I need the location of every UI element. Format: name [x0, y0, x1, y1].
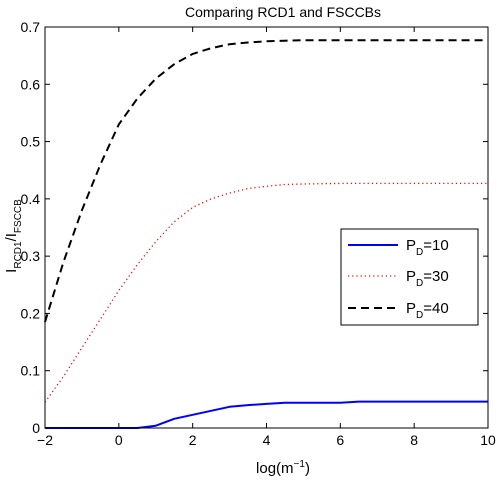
x-tick-label: 0: [115, 432, 123, 448]
chart-title: Comparing RCD1 and FSCCBs: [185, 4, 381, 20]
legend-entry-pd10: PD=10: [406, 237, 449, 258]
y-tick-label: 0.3: [21, 248, 41, 264]
legend-pd40-main: P: [406, 300, 416, 317]
y-tick-label: 0.1: [21, 363, 41, 379]
y-axis-label-s2: FSCCB: [13, 199, 24, 233]
legend-pd40-sub: D: [416, 310, 423, 321]
legend-pd10-main: P: [406, 237, 416, 254]
series-layer: [44, 39, 488, 429]
y-axis-label-p2: /I: [3, 233, 20, 241]
y-tick-label: 0.4: [21, 191, 41, 207]
x-axis-ticks: −2 0 2 4 6 8 10: [37, 27, 496, 448]
x-tick-label: 10: [480, 432, 496, 448]
legend-entry-pd40: PD=40: [406, 300, 449, 321]
y-tick-label: 0.6: [21, 76, 41, 92]
y-tick-label: 0.7: [21, 19, 41, 35]
legend-pd10-rest: =10: [423, 237, 448, 254]
y-axis-label-p1: I: [3, 269, 20, 273]
legend-entry-pd30: PD=30: [406, 268, 449, 289]
x-tick-label: 8: [410, 432, 418, 448]
legend-pd40-rest: =40: [423, 300, 448, 317]
legend-pd30-sub: D: [416, 278, 423, 289]
legend: PD=10 PD=30 PD=40: [340, 228, 479, 326]
x-axis-label-sup: −1: [294, 459, 306, 470]
y-axis-label: IRCD1/IFSCCB: [3, 199, 24, 273]
legend-pd30-main: P: [406, 268, 416, 285]
y-axis-ticks: 0 0.1 0.2 0.3 0.4 0.5 0.6 0.7: [21, 19, 488, 436]
series-pd10-line: [45, 400, 488, 429]
y-tick-label: 0.5: [21, 134, 41, 150]
x-axis-label-close: ): [305, 460, 310, 477]
x-tick-label: 6: [336, 432, 344, 448]
y-tick-label: 0.2: [21, 305, 41, 321]
legend-pd10-sub: D: [416, 247, 423, 258]
series-pd30-line: [44, 182, 488, 403]
x-tick-label: −2: [37, 432, 53, 448]
x-tick-label: 4: [263, 432, 271, 448]
x-axis-label: log(m−1): [256, 459, 310, 477]
series-pd40-line: [44, 39, 488, 323]
x-axis-label-main: log(m: [256, 460, 294, 477]
x-tick-label: 2: [189, 432, 197, 448]
y-axis-label-s1: RCD1: [13, 241, 24, 269]
y-tick-label: 0: [32, 420, 40, 436]
legend-pd30-rest: =30: [423, 268, 448, 285]
